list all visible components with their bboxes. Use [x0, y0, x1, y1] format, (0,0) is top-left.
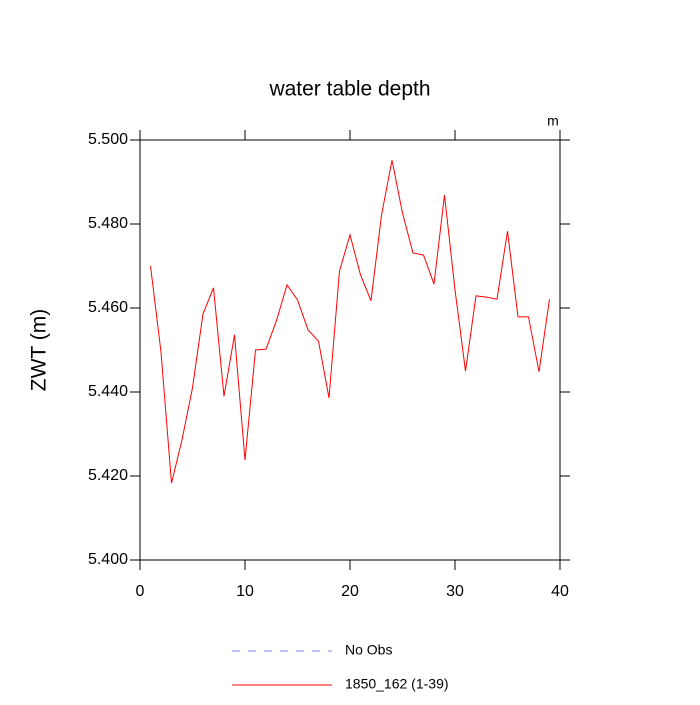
- y-tick-label: 5.400: [88, 551, 128, 568]
- y-tick-label: 5.440: [88, 383, 128, 400]
- y-tick-label: 5.480: [88, 215, 128, 232]
- legend-label: No Obs: [345, 642, 392, 658]
- plot-frame: [139, 139, 561, 561]
- y-axis-label: ZWT (m): [28, 309, 51, 391]
- y-tick-label: 5.460: [88, 299, 128, 316]
- y-tick-label: 5.500: [88, 131, 128, 148]
- x-tick-label: 10: [236, 583, 254, 600]
- x-tick-label: 30: [446, 583, 464, 600]
- units-label: m: [547, 113, 559, 129]
- y-tick-label: 5.420: [88, 467, 128, 484]
- chart-title: water table depth: [268, 78, 430, 101]
- data-line: [150, 160, 550, 484]
- x-tick-label: 40: [551, 583, 569, 600]
- legend-label: 1850_162 (1-39): [345, 676, 449, 692]
- x-tick-label: 0: [136, 583, 145, 600]
- x-tick-label: 20: [341, 583, 359, 600]
